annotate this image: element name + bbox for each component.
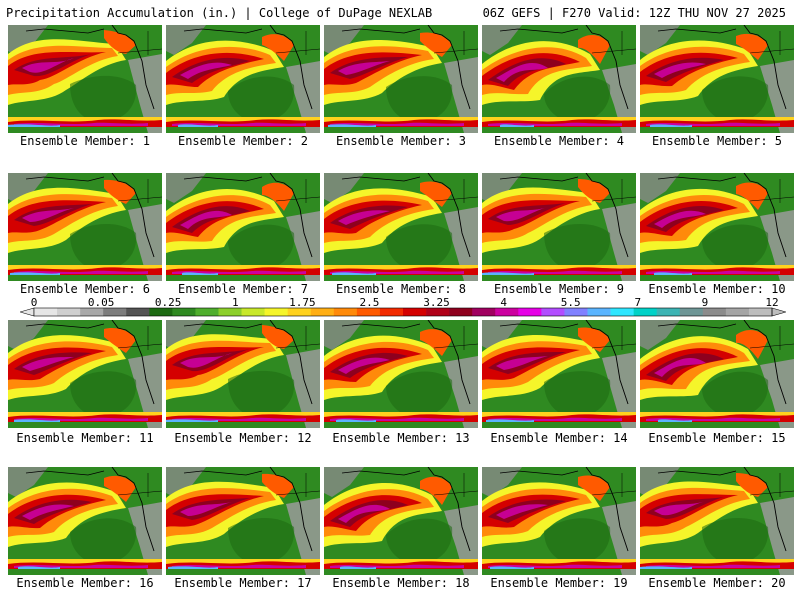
- colorbar-segment: [379, 308, 404, 316]
- colorbar-segment: [656, 308, 681, 316]
- ensemble-member-label: Ensemble Member: 16: [16, 576, 154, 590]
- colorbar-segment: [495, 308, 519, 316]
- precip-map-panel: [166, 25, 320, 133]
- colorbar-tick-label: 3.25: [423, 296, 450, 309]
- precip-map-panel: [482, 173, 636, 281]
- precip-map-panel: [324, 25, 478, 133]
- colorbar-segment: [172, 308, 196, 316]
- color-scale-bar: [20, 307, 786, 317]
- colorbar-tick-label: 9: [701, 296, 709, 309]
- colorbar-segment: [748, 308, 773, 316]
- ensemble-member-label: Ensemble Member: 8: [335, 282, 467, 296]
- ensemble-member-label: Ensemble Member: 11: [16, 431, 154, 445]
- ensemble-member-label: Ensemble Member: 15: [648, 431, 786, 445]
- colorbar-segment: [564, 308, 588, 316]
- precip-map-panel: [8, 173, 162, 281]
- ensemble-member-label: Ensemble Member: 1: [19, 134, 151, 148]
- colorbar-segment: [149, 308, 173, 316]
- precip-map-panel: [640, 25, 794, 133]
- colorbar-segment: [610, 308, 634, 316]
- colorbar-segment: [310, 308, 335, 316]
- precip-map-panel: [8, 467, 162, 575]
- ensemble-member-label: Ensemble Member: 6: [19, 282, 151, 296]
- colorbar-segment: [702, 308, 727, 316]
- colorbar-tick-label: 12: [765, 296, 779, 309]
- colorbar-segment: [725, 308, 750, 316]
- map-title: Precipitation Accumulation (in.) | Colle…: [6, 6, 433, 20]
- colorbar-tick-label: 4: [500, 296, 507, 309]
- precip-map-panel: [482, 320, 636, 428]
- colorbar-tick-label: 7: [634, 296, 642, 309]
- colorbar-segment: [679, 308, 704, 316]
- colorbar-arrow-left: [20, 307, 35, 317]
- precip-map-panel: [324, 173, 478, 281]
- ensemble-member-label: Ensemble Member: 10: [648, 282, 786, 296]
- colorbar-segment: [195, 308, 219, 316]
- colorbar-arrow-right: [771, 307, 786, 317]
- precip-map-panel: [640, 320, 794, 428]
- precip-map-panel: [8, 25, 162, 133]
- colorbar-segment: [57, 308, 81, 316]
- precip-map-panel: [482, 25, 636, 133]
- model-run-info: 06Z GEFS | F270 Valid: 12Z THU NOV 27 20…: [482, 6, 786, 20]
- precip-map-panel: [482, 467, 636, 575]
- ensemble-member-label: Ensemble Member: 18: [332, 576, 470, 590]
- colorbar-segment: [587, 308, 611, 316]
- precip-map-panel: [324, 320, 478, 428]
- ensemble-member-label: Ensemble Member: 9: [493, 282, 625, 296]
- ensemble-member-label: Ensemble Member: 20: [648, 576, 786, 590]
- colorbar-tick-label: 1: [231, 296, 239, 309]
- precip-map-panel: [166, 173, 320, 281]
- colorbar-tick-label: 0.05: [87, 296, 115, 309]
- precip-map-panel: [640, 173, 794, 281]
- colorbar-segment: [34, 308, 58, 316]
- colorbar-tick-label: 2.5: [359, 296, 380, 309]
- ensemble-member-label: Ensemble Member: 13: [332, 431, 470, 445]
- colorbar-segment: [103, 308, 127, 316]
- ensemble-member-label: Ensemble Member: 5: [651, 134, 783, 148]
- ensemble-member-label: Ensemble Member: 14: [490, 431, 628, 445]
- colorbar-segment: [264, 308, 288, 316]
- colorbar-segment: [241, 308, 265, 316]
- precip-map-panel: [8, 320, 162, 428]
- colorbar-tick-label: 0: [30, 296, 38, 309]
- colorbar-segment: [333, 308, 358, 316]
- colorbar-segment: [403, 308, 427, 316]
- precip-map-panel: [166, 320, 320, 428]
- colorbar-segment: [633, 308, 657, 316]
- ensemble-member-label: Ensemble Member: 19: [490, 576, 628, 590]
- colorbar-segment: [80, 308, 104, 316]
- ensemble-member-label: Ensemble Member: 3: [335, 134, 467, 148]
- colorbar-segment: [449, 308, 473, 316]
- ensemble-member-label: Ensemble Member: 2: [177, 134, 309, 148]
- ensemble-member-label: Ensemble Member: 17: [174, 576, 312, 590]
- precip-map-panel: [640, 467, 794, 575]
- ensemble-member-label: Ensemble Member: 12: [174, 431, 312, 445]
- colorbar-segment: [472, 308, 496, 316]
- colorbar-segment: [218, 308, 242, 316]
- ensemble-member-label: Ensemble Member: 7: [177, 282, 309, 296]
- colorbar-segment: [126, 308, 150, 316]
- precip-map-panel: [324, 467, 478, 575]
- colorbar-segment: [287, 308, 312, 316]
- precip-map-panel: [166, 467, 320, 575]
- colorbar-segment: [356, 308, 381, 316]
- colorbar-tick-label: 5.5: [560, 296, 581, 309]
- colorbar-tick-label: 1.75: [289, 296, 316, 309]
- colorbar-tick-label: 0.25: [154, 296, 182, 309]
- ensemble-member-label: Ensemble Member: 4: [493, 134, 625, 148]
- colorbar-segment: [541, 308, 565, 316]
- colorbar-segment: [518, 308, 542, 316]
- colorbar-segment: [426, 308, 450, 316]
